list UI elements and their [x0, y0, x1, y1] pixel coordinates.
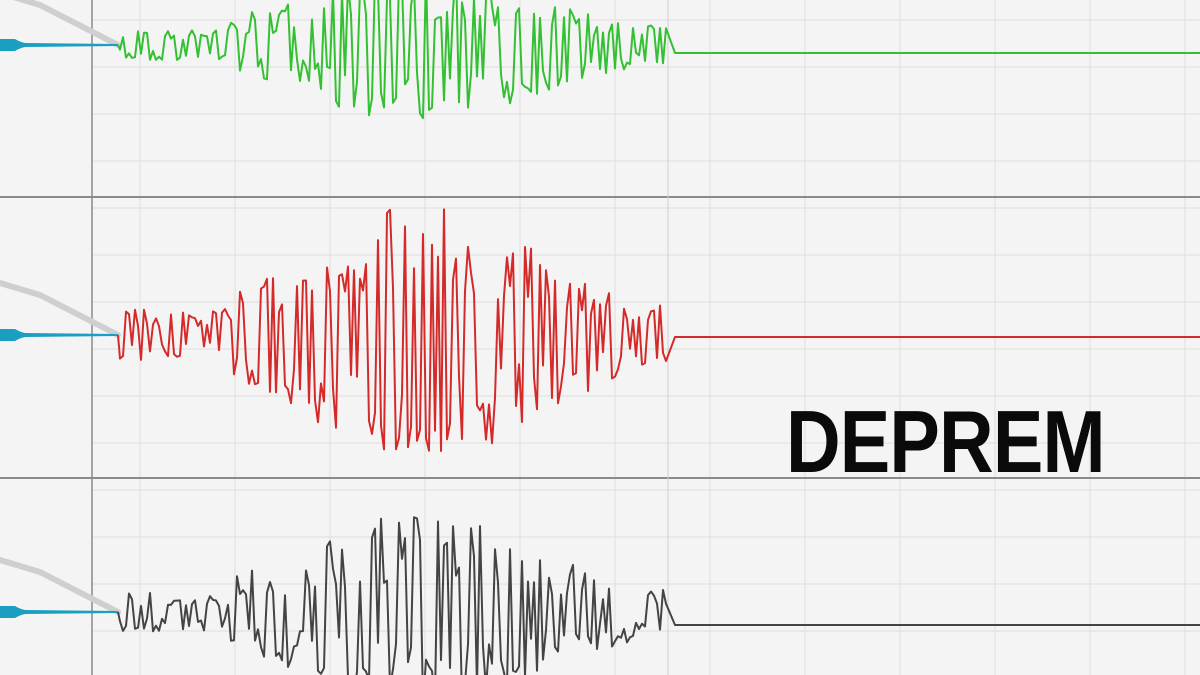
- recorder-arm: [0, 557, 121, 615]
- recorder-arm: [0, 280, 121, 338]
- recorder-arm: [12, 0, 121, 48]
- pen-needle: [0, 329, 118, 341]
- seismic-trace-green: [117, 0, 1200, 120]
- pen-needle: [0, 606, 118, 618]
- seismic-trace-red: [117, 208, 1200, 452]
- seismic-trace-black: [117, 516, 1200, 675]
- pen-needle: [0, 39, 118, 51]
- headline: DEPREM: [786, 392, 1105, 491]
